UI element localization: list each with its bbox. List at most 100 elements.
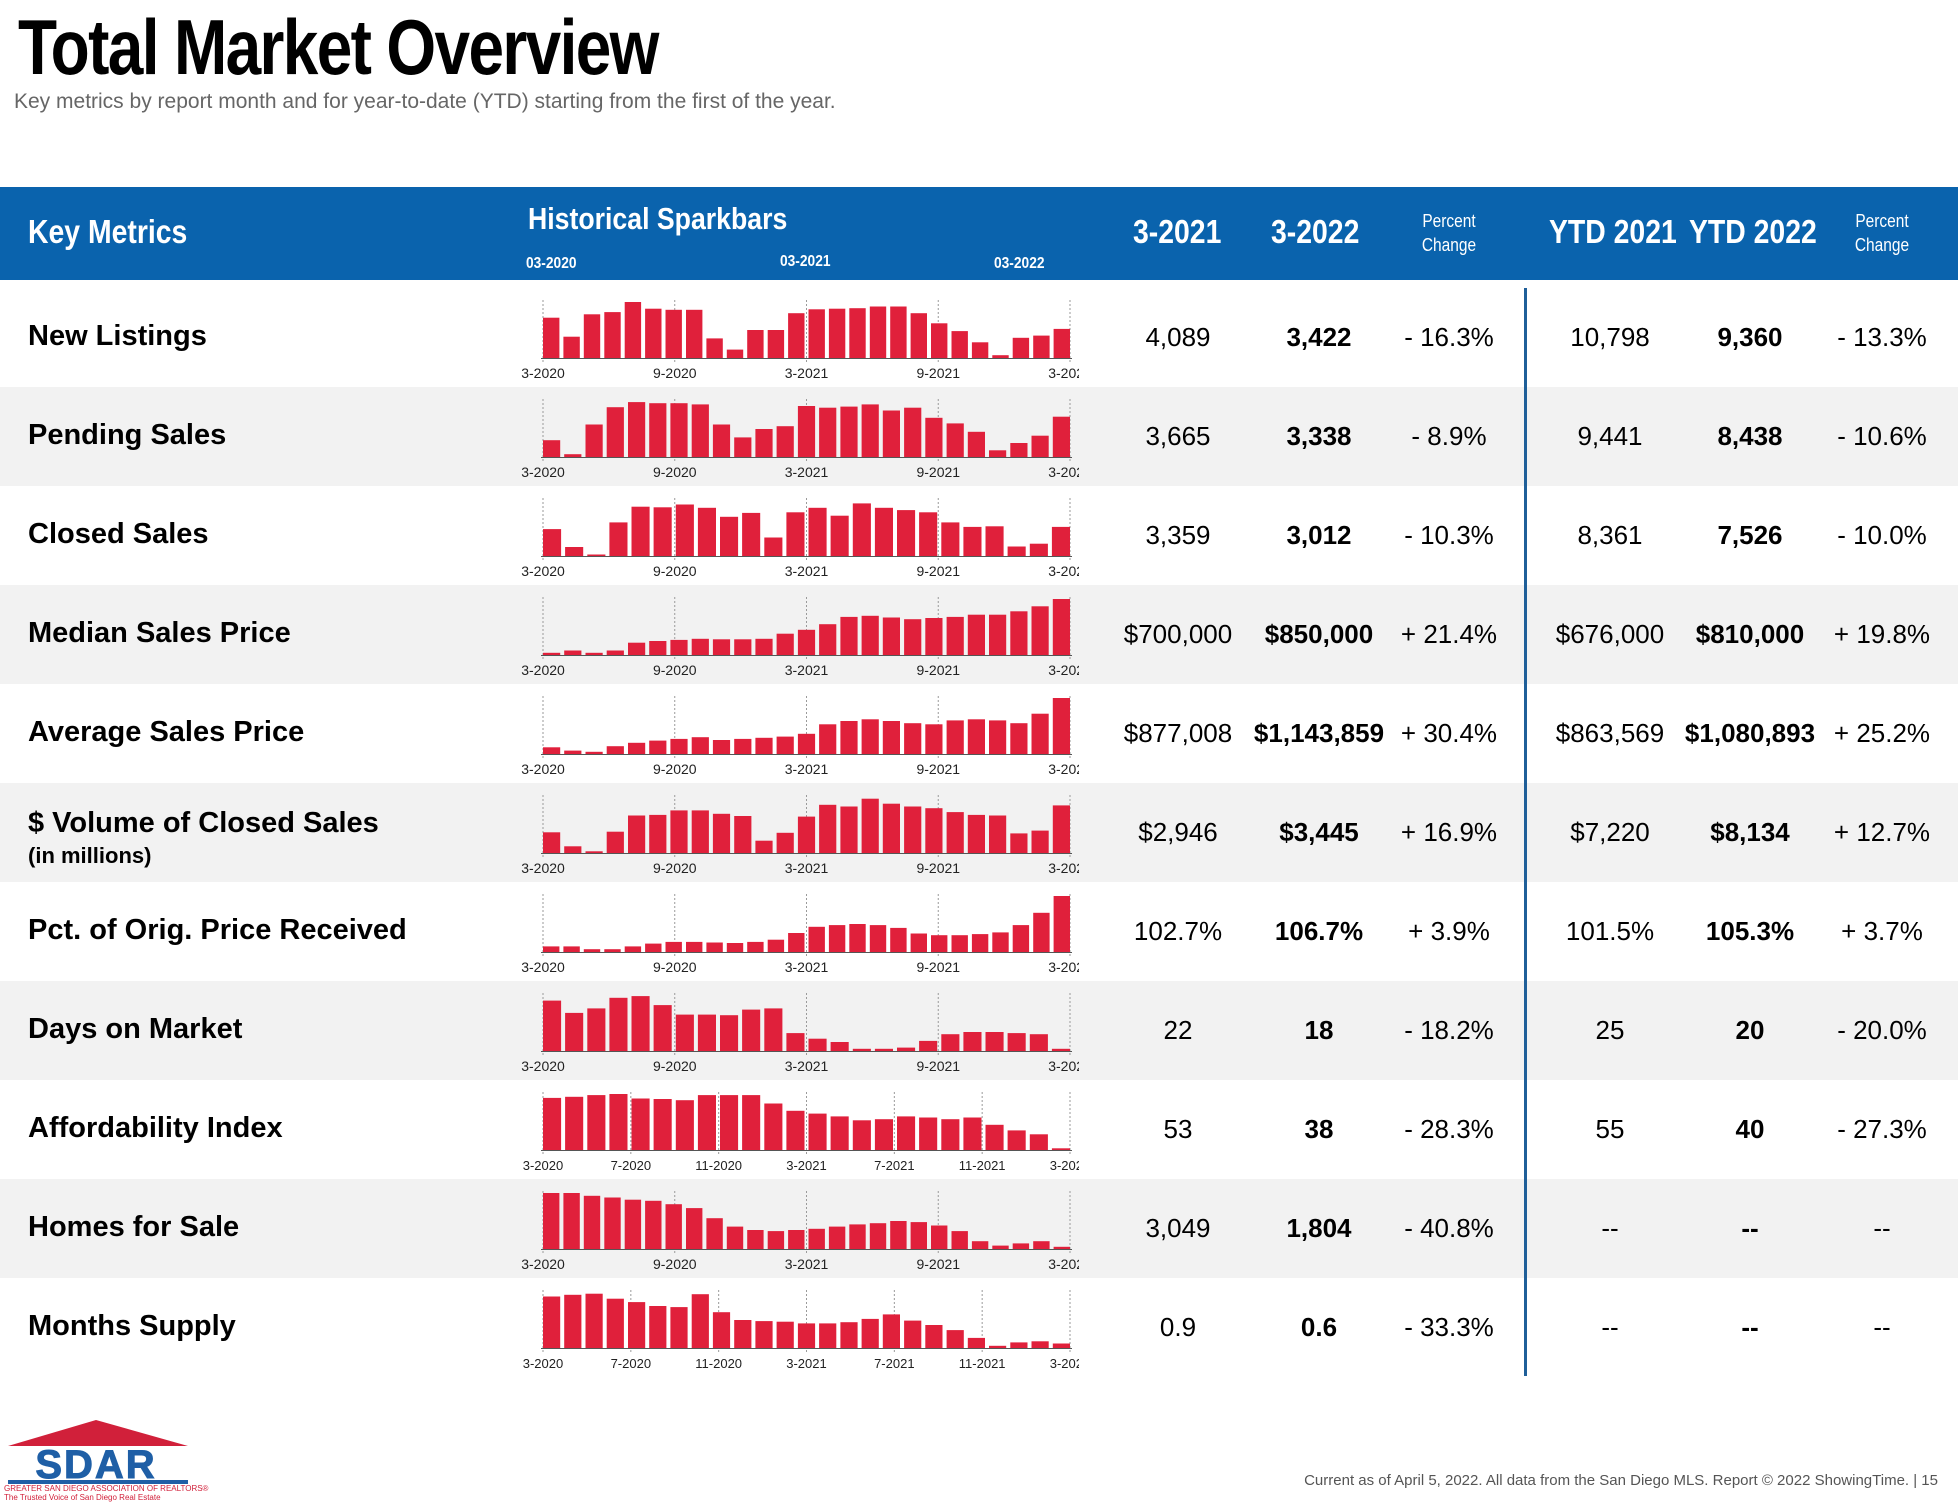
sparkbar-bar: [543, 1097, 562, 1150]
sparkbar-bar: [819, 804, 837, 853]
sparkbar-tick-label: 11-2021: [959, 1158, 1006, 1173]
value-pct-change: + 16.9%: [1400, 817, 1498, 847]
sparkbar-bar: [587, 1095, 606, 1150]
sparkbar-bar: [1012, 337, 1030, 358]
sparkbar-bar: [897, 1047, 916, 1051]
header-ytd-pct-change-line2: Change: [1854, 235, 1910, 255]
sparkbar-bar: [946, 1330, 964, 1348]
sparkbar-bar: [697, 1014, 716, 1051]
sparkbar-bar: [967, 614, 985, 655]
sparkbar-bar: [830, 1042, 849, 1051]
sparkbar-bar: [1010, 1342, 1028, 1348]
sparkbar-bar: [670, 639, 688, 655]
sparkbar-bar: [890, 927, 907, 952]
sparkbar-bar: [631, 1098, 650, 1150]
sparkbar-tick-label: 9-2020: [653, 563, 697, 579]
value-curr: $1,143,859: [1253, 718, 1385, 748]
sparkbar-tick-label: 3-2022: [1048, 1058, 1079, 1074]
table-row: Average Sales Price 3-2020 9-2020 3-2021 9-2…: [0, 684, 1958, 783]
value-ytd-curr: --: [1741, 1213, 1759, 1243]
sparkbar-bar: [565, 1012, 584, 1051]
sparkbar-tick-label: 9-2020: [653, 959, 697, 975]
table-row: Homes for Sale 3-2020 9-2020 3-2021 9-2021 3-…: [0, 1179, 1958, 1278]
value-curr: $850,000: [1264, 619, 1374, 649]
value-prev: 102.7%: [1133, 916, 1223, 946]
sparkbar-tick-label: 11-2020: [695, 1356, 742, 1371]
sparkbar-bar: [849, 308, 866, 358]
header-col-ytd-prev: YTD 2021: [1549, 213, 1677, 250]
sparkbar-bar: [720, 516, 739, 556]
sparkbar-bar: [1007, 1130, 1026, 1150]
value-ytd-pct-change: --: [1873, 1312, 1891, 1342]
sparkbar-bar: [797, 733, 816, 754]
sparkbar-tick-label: 3-2022: [1048, 959, 1079, 975]
sparkbar-tick-label: 9-2020: [653, 464, 697, 480]
value-ytd-curr: 20: [1735, 1015, 1765, 1045]
sparkbar-bar: [874, 1119, 893, 1150]
sparkbar-bar: [712, 740, 731, 754]
sparkbar-bar: [583, 314, 601, 358]
sparkbar-bar: [797, 406, 816, 457]
sparkbar-bar: [675, 504, 694, 556]
sparkbar-chart: 3-2020 9-2020 3-2021 9-2021 3-2022: [521, 894, 1079, 975]
sparkbar-bar: [941, 522, 960, 556]
sparkbar-bar: [742, 1009, 761, 1051]
value-ytd-curr: $1,080,893: [1684, 718, 1816, 748]
sparkbar-bar: [797, 1323, 816, 1348]
footer-note: Current as of April 5, 2022. All data fr…: [1304, 1472, 1938, 1489]
sparkbar-tick-label: 7-2021: [874, 1158, 914, 1173]
value-ytd-curr: 7,526: [1717, 520, 1783, 550]
value-pct-change: - 8.9%: [1411, 421, 1487, 451]
sparkbar-bar: [691, 1294, 709, 1348]
table-row: Median Sales Price 3-2020 9-2020 3-2021 9-20…: [0, 585, 1958, 684]
value-pct-change: - 28.3%: [1404, 1114, 1494, 1144]
sparkbar-bar: [786, 1110, 805, 1150]
sparkbar-bar: [649, 814, 667, 853]
sparkbar-chart: 3-2020 9-2020 3-2021 9-2021 3-2022: [521, 498, 1079, 579]
value-ytd-pct-change: - 13.3%: [1837, 322, 1927, 352]
value-curr: $3,445: [1279, 817, 1359, 847]
sparkbar-bar: [931, 323, 948, 358]
sparkbar-chart: 3-2020 9-2020 3-2021 9-2021 3-2022: [521, 597, 1079, 678]
sparkbar-bar: [628, 402, 646, 457]
sparkbar-bar: [755, 1321, 773, 1348]
sparkbar-bar: [830, 515, 849, 556]
sparkbar-tick-label: 3-2021: [785, 563, 829, 579]
sparkbar-bar: [971, 342, 989, 358]
sparkbar-bar: [828, 308, 846, 358]
sparkbar-bar: [776, 1321, 794, 1348]
sparkbar-bar: [767, 1231, 785, 1249]
sparkbar-bar: [543, 946, 560, 952]
metric-label: New Listings: [28, 320, 207, 352]
sparkbar-bar: [649, 403, 667, 457]
sparkbar-bar: [712, 639, 731, 655]
sparkbar-chart: 3-2020 9-2020 3-2021 9-2021 3-2022: [521, 993, 1079, 1074]
sparkbar-bar: [1010, 443, 1028, 457]
header-historical-sparkbars: Historical Sparkbars: [528, 201, 788, 236]
sparkbar-bar: [904, 619, 922, 655]
value-ytd-prev: --: [1601, 1213, 1619, 1243]
sparkbar-bar: [665, 941, 682, 952]
sparkbar-bar: [776, 633, 794, 655]
metric-label: Average Sales Price: [28, 716, 305, 748]
sparkbar-bar: [543, 1296, 561, 1348]
logo-underline: [8, 1480, 188, 1484]
sparkbar-bar: [543, 832, 561, 853]
sparkbar-bar: [543, 652, 561, 655]
sparkbar-tick-label: 3-2020: [521, 464, 565, 480]
sparkbar-bar: [747, 330, 764, 358]
sdar-logo-graphic: SDAR: [8, 1420, 188, 1488]
sparkbar-bar: [797, 816, 816, 853]
sparkbar-bar: [1029, 543, 1048, 556]
sparkbar-bar: [764, 537, 783, 556]
sparkbar-bar: [712, 813, 731, 853]
sparkbar-bar: [967, 1337, 985, 1348]
value-ytd-curr: $810,000: [1695, 619, 1805, 649]
header-pct-change: Percent Change: [1406, 209, 1492, 257]
sparkbar-tick-label: 9-2021: [916, 959, 960, 975]
sparkbar-bar: [971, 1241, 989, 1249]
value-ytd-pct-change: + 3.7%: [1841, 916, 1923, 946]
sparkbar-bar: [712, 424, 731, 457]
table-row: Days on Market 3-2020 9-2020 3-2021 9-2021 3-…: [0, 981, 1958, 1080]
sparkbar-bar: [645, 1200, 662, 1249]
